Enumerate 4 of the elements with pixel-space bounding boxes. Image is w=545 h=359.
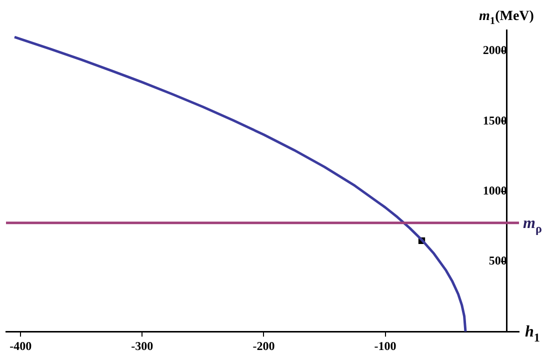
x-tick-label: -400 bbox=[10, 338, 32, 353]
x-tick-label: -200 bbox=[252, 338, 275, 353]
x-tick-label: -300 bbox=[131, 338, 154, 353]
x-tick-label: -100 bbox=[374, 338, 396, 353]
